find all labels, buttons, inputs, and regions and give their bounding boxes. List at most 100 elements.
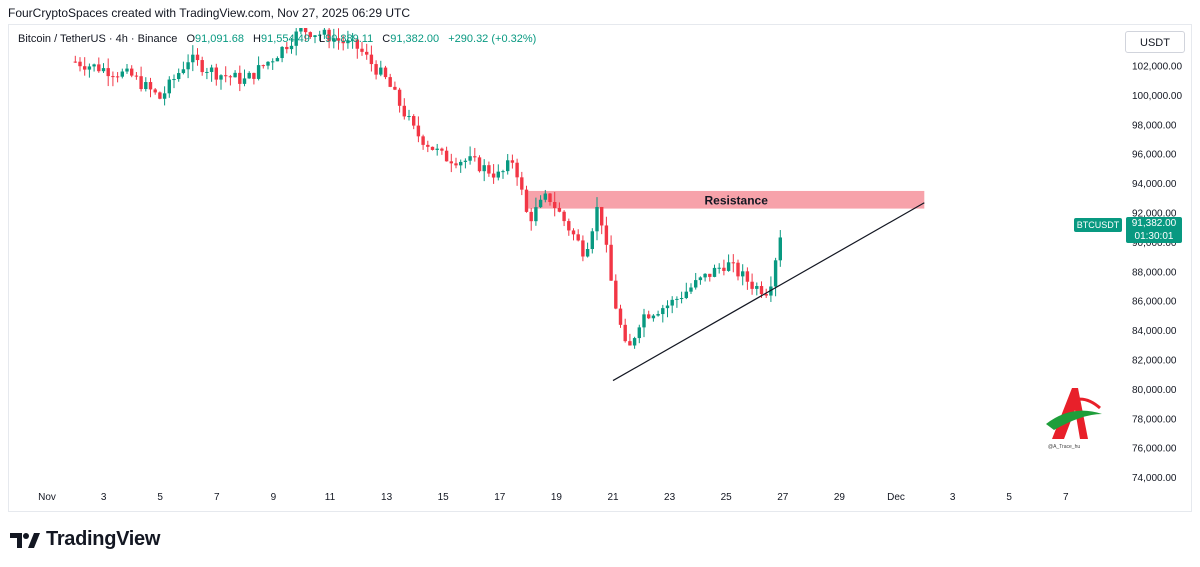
candle-body bbox=[510, 160, 515, 163]
candle-body bbox=[698, 277, 703, 281]
candle-body bbox=[520, 177, 524, 190]
time-tick-label: 27 bbox=[777, 492, 789, 503]
candle-body bbox=[665, 305, 670, 309]
candle-body bbox=[764, 294, 768, 296]
candle-body bbox=[181, 69, 186, 74]
candle-body bbox=[247, 72, 251, 79]
candle-body bbox=[755, 286, 759, 289]
bar-countdown: 01:30:01 bbox=[1134, 231, 1174, 242]
candle-body bbox=[722, 267, 726, 271]
candle-body bbox=[162, 93, 167, 99]
candle-body bbox=[209, 67, 214, 72]
price-tick-label: 88,000.00 bbox=[1132, 267, 1177, 278]
candle-body bbox=[741, 271, 745, 277]
candle-body bbox=[614, 280, 618, 309]
candle-body bbox=[637, 327, 641, 339]
candle-body bbox=[280, 46, 284, 59]
price-tick-label: 96,000.00 bbox=[1132, 150, 1177, 161]
candle-body bbox=[543, 193, 547, 200]
resistance-label: Resistance bbox=[705, 193, 769, 207]
candle-body bbox=[557, 207, 562, 212]
time-tick-label: 5 bbox=[1006, 492, 1012, 503]
candle-body bbox=[106, 68, 110, 77]
candle-body bbox=[647, 314, 651, 319]
candle-body bbox=[567, 221, 571, 231]
candle-body bbox=[412, 116, 416, 126]
candle-body bbox=[388, 77, 392, 87]
candle-body bbox=[252, 72, 256, 79]
candle-body bbox=[73, 61, 77, 63]
candle-body bbox=[191, 54, 195, 63]
time-tick-label: 25 bbox=[721, 492, 733, 503]
candle-body bbox=[397, 89, 402, 106]
candle-body bbox=[449, 161, 453, 164]
candle-body bbox=[322, 29, 327, 35]
candle-body bbox=[379, 67, 383, 75]
candle-body bbox=[712, 267, 717, 277]
time-tick-label: Dec bbox=[887, 492, 905, 503]
candle-body bbox=[341, 40, 345, 44]
candle-body bbox=[336, 38, 341, 41]
candle-body bbox=[219, 75, 223, 80]
currency-button[interactable]: USDT bbox=[1125, 31, 1185, 53]
candle-body bbox=[736, 262, 740, 277]
last-price: 91,382.00 bbox=[1131, 218, 1177, 229]
candle-body bbox=[717, 267, 721, 269]
candle-body bbox=[97, 64, 101, 72]
time-tick-label: 23 bbox=[664, 492, 676, 503]
candle-body bbox=[214, 67, 218, 80]
candle-body bbox=[308, 32, 312, 38]
candle-body bbox=[731, 262, 735, 264]
candle-body bbox=[407, 116, 411, 118]
candle-body bbox=[242, 78, 247, 84]
svg-text:@A_Trace_hu: @A_Trace_hu bbox=[1048, 444, 1080, 450]
candle-body bbox=[299, 28, 303, 32]
candle-body bbox=[459, 161, 463, 166]
candle-body bbox=[435, 148, 439, 150]
candle-body bbox=[346, 40, 350, 44]
candle-body bbox=[571, 230, 576, 235]
candle-body bbox=[726, 262, 731, 271]
candle-body bbox=[590, 231, 594, 250]
time-tick-label: 13 bbox=[381, 492, 393, 503]
candle-body bbox=[139, 76, 143, 90]
candle-body bbox=[294, 31, 298, 46]
candle-body bbox=[529, 211, 533, 222]
low-value: 90,889.11 bbox=[325, 33, 374, 45]
tradingview-brand[interactable]: TradingView bbox=[10, 528, 160, 551]
candle-body bbox=[548, 193, 552, 203]
candle-body bbox=[656, 314, 660, 316]
change-value: +290.32 (+0.32%) bbox=[448, 33, 537, 45]
open-value: 91,091.68 bbox=[195, 33, 244, 45]
candle-body bbox=[454, 163, 458, 166]
candle-body bbox=[430, 146, 435, 150]
price-tick-label: 74,000.00 bbox=[1132, 473, 1177, 484]
candle-body bbox=[477, 157, 482, 172]
resistance-zone bbox=[528, 190, 925, 209]
time-tick-label: 21 bbox=[607, 492, 619, 503]
high-label: H bbox=[253, 33, 261, 45]
candle-body bbox=[195, 54, 200, 61]
time-tick-label: 7 bbox=[214, 492, 220, 503]
candles bbox=[73, 28, 782, 349]
candle-body bbox=[167, 79, 171, 94]
candle-body bbox=[689, 287, 693, 292]
symbol-legend[interactable]: Bitcoin / TetherUS · 4h · Binance O91,09… bbox=[18, 33, 536, 45]
candle-body bbox=[642, 314, 646, 328]
candle-body bbox=[670, 299, 674, 306]
candle-body bbox=[501, 171, 505, 173]
candle-body bbox=[694, 280, 698, 288]
candle-body bbox=[233, 72, 237, 78]
candle-body bbox=[172, 79, 176, 81]
price-tick-label: 98,000.00 bbox=[1132, 120, 1177, 131]
time-tick-label: 3 bbox=[101, 492, 107, 503]
candle-body bbox=[444, 150, 449, 162]
ascending-trendline bbox=[612, 202, 925, 382]
candle-body bbox=[177, 73, 181, 80]
candle-body bbox=[703, 273, 707, 278]
candle-body bbox=[369, 54, 374, 65]
candle-body bbox=[303, 28, 308, 33]
symbol-price-tag: BTCUSDT bbox=[1074, 218, 1122, 232]
candle-body bbox=[115, 76, 120, 78]
